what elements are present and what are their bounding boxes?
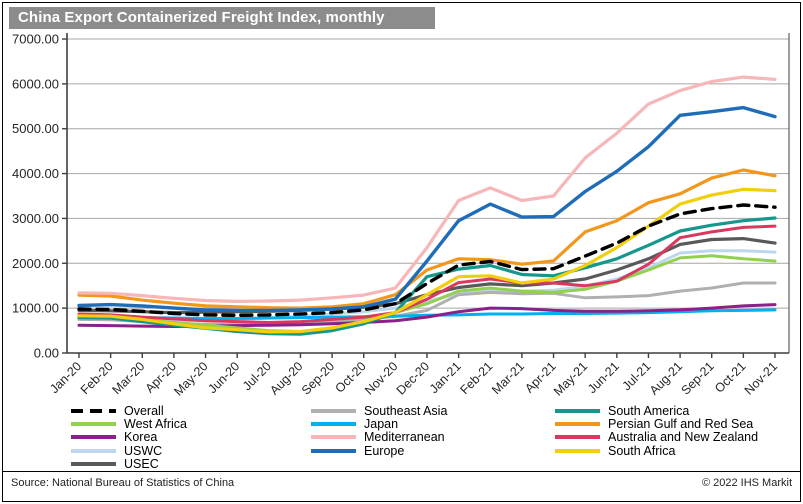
y-axis-label: 1000.00 bbox=[12, 301, 59, 316]
chart-title: China Export Containerized Freight Index… bbox=[9, 7, 435, 29]
legend-item-south-america: South America bbox=[555, 403, 758, 418]
series-line-japan bbox=[77, 308, 777, 320]
x-axis-label: Aug-20 bbox=[267, 359, 305, 397]
series-line-persian-gulf-and-red-sea bbox=[77, 168, 777, 310]
series-line-overall bbox=[77, 203, 777, 317]
chart-plot-area: 0.00 1000.00 2000.00 3000.00 4000.00 5000.00 6… bbox=[3, 27, 800, 401]
series-line-south-africa bbox=[77, 187, 777, 334]
legend-column-2: Southeast Asia Japan Mediterranean Europe bbox=[311, 404, 447, 458]
legend-swatch-overall bbox=[71, 408, 116, 413]
x-axis-label: Feb-21 bbox=[457, 359, 495, 397]
legend-swatch-uswc bbox=[71, 448, 116, 453]
x-axis-label: May-21 bbox=[551, 359, 590, 398]
legend-item-southeast-asia: Southeast Asia bbox=[311, 403, 448, 418]
copyright-note: © 2022 IHS Markit bbox=[701, 477, 792, 489]
legend-label-mediterranean: Mediterranean bbox=[364, 430, 445, 445]
legend-label-south-america: South America bbox=[608, 403, 690, 418]
legend-column-3: South America Persian Gulf and Red Sea Aus… bbox=[555, 404, 758, 458]
x-axis-label: Jun-21 bbox=[585, 359, 622, 396]
legend-item-japan: Japan bbox=[311, 417, 447, 432]
legend-swatch-persian-gulf-and-red-sea bbox=[555, 422, 600, 427]
legend-swatch-europe bbox=[311, 448, 356, 453]
legend-label-korea: Korea bbox=[124, 430, 158, 445]
y-axis-label: 2000.00 bbox=[12, 256, 59, 271]
legend-item-europe: Europe bbox=[311, 443, 447, 458]
legend-swatch-southeast-asia bbox=[311, 408, 356, 413]
x-axis-label: Jun-20 bbox=[205, 359, 242, 396]
y-axis-label: 4000.00 bbox=[12, 166, 59, 181]
legend-item-usec: USEC bbox=[71, 457, 187, 472]
chart-footer: Source: National Bureau of Statistics of… bbox=[3, 471, 800, 501]
legend-label-persian-gulf-and-red-sea: Persian Gulf and Red Sea bbox=[608, 417, 754, 432]
x-axis-label: Mar-21 bbox=[489, 359, 527, 397]
x-axis-label: Jan-21 bbox=[427, 359, 464, 396]
freight-index-line-chart: 0.00 1000.00 2000.00 3000.00 4000.00 5000.00 6… bbox=[12, 32, 790, 399]
legend-swatch-usec bbox=[71, 462, 116, 467]
legend-label-south-africa: South Africa bbox=[608, 443, 676, 458]
legend-swatch-mediterranean bbox=[311, 435, 356, 440]
legend-label-west-africa: West Africa bbox=[124, 417, 187, 432]
x-axis-label: Nov-21 bbox=[742, 359, 780, 397]
legend-swatch-south-africa bbox=[555, 448, 600, 453]
series-line-west-africa bbox=[77, 254, 777, 333]
legend-item-australia-and-new-zealand: Australia and New Zealand bbox=[555, 430, 759, 445]
legend-item-korea: Korea bbox=[71, 430, 187, 445]
y-axis-label: 6000.00 bbox=[12, 76, 59, 91]
legend-item-uswc: USWC bbox=[71, 443, 187, 458]
legend-item-west-africa: West Africa bbox=[71, 417, 187, 432]
series-line-australia-and-new-zealand bbox=[77, 224, 777, 324]
legend-item-overall: Overall bbox=[71, 403, 187, 418]
chart-legend: Overall West Africa Korea USWC USEC Southeast… bbox=[3, 404, 800, 472]
x-axis-label: Sep-20 bbox=[299, 359, 337, 397]
legend-item-south-africa: South Africa bbox=[555, 443, 758, 458]
series-line-europe bbox=[77, 105, 777, 313]
x-axis-label: May-20 bbox=[171, 359, 210, 398]
x-axis-label: Dec-20 bbox=[394, 359, 432, 397]
legend-label-usec: USEC bbox=[124, 457, 159, 472]
x-axis-label: Jan-20 bbox=[47, 359, 84, 396]
legend-column-1: Overall West Africa Korea USWC USEC bbox=[71, 404, 187, 471]
legend-swatch-japan bbox=[311, 422, 356, 427]
legend-swatch-west-africa bbox=[71, 422, 116, 427]
legend-item-persian-gulf-and-red-sea: Persian Gulf and Red Sea bbox=[555, 417, 758, 432]
source-note: Source: National Bureau of Statistics of… bbox=[11, 477, 235, 489]
x-axis-label: Mar-20 bbox=[109, 359, 147, 397]
legend-label-japan: Japan bbox=[364, 417, 399, 432]
legend-swatch-korea bbox=[71, 435, 116, 440]
legend-label-southeast-asia: Southeast Asia bbox=[364, 403, 448, 418]
y-axis-label: 3000.00 bbox=[12, 211, 59, 226]
legend-swatch-south-america bbox=[555, 408, 600, 413]
legend-label-uswc: USWC bbox=[124, 443, 163, 458]
legend-label-overall: Overall bbox=[124, 403, 164, 418]
legend-label-australia-and-new-zealand: Australia and New Zealand bbox=[608, 430, 759, 445]
series-line-mediterranean bbox=[77, 75, 777, 303]
legend-item-mediterranean: Mediterranean bbox=[311, 430, 447, 445]
x-axis-label: Nov-20 bbox=[362, 359, 400, 397]
legend-swatch-australia-and-new-zealand bbox=[555, 435, 600, 440]
x-axis-label: Feb-20 bbox=[78, 359, 116, 397]
x-axis-label: Aug-21 bbox=[647, 359, 685, 397]
legend-label-europe: Europe bbox=[364, 443, 405, 458]
x-axis-label: Sep-21 bbox=[678, 359, 716, 397]
y-axis-label: 7000.00 bbox=[12, 32, 59, 47]
y-axis-label: 5000.00 bbox=[12, 121, 59, 136]
y-axis-label: 0.00 bbox=[34, 346, 59, 361]
